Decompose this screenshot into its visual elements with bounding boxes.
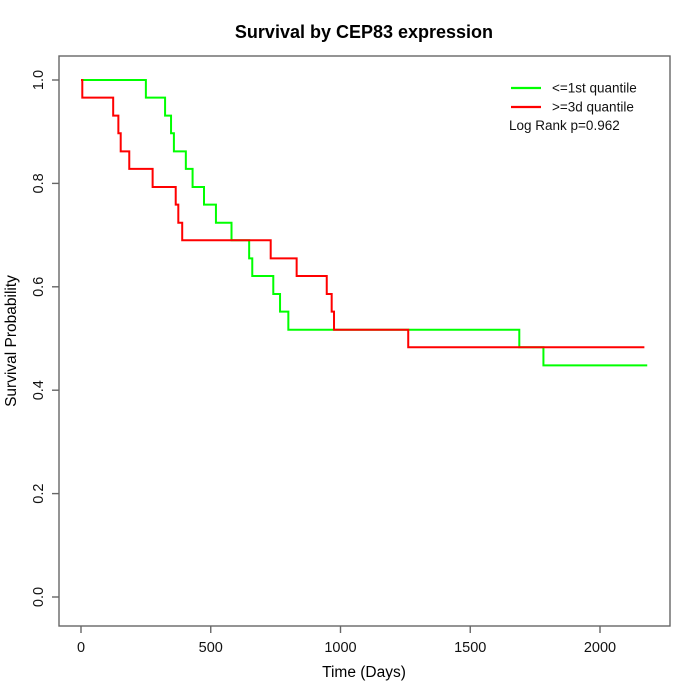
x-axis: 0 500 1000 1500 2000 xyxy=(77,626,616,656)
y-tick-label-4: 0.8 xyxy=(31,173,47,193)
legend-label-first-quantile: <=1st quantile xyxy=(552,81,637,96)
plot-box xyxy=(58,55,671,627)
y-tick-label-1: 0.2 xyxy=(31,484,47,504)
legend-label-third-quantile: >=3d quantile xyxy=(552,100,634,115)
x-tick-label-0: 0 xyxy=(77,640,85,656)
x-axis-label: Time (Days) xyxy=(322,664,406,681)
y-tick-label-5: 1.0 xyxy=(31,70,47,90)
x-tick-label-4: 2000 xyxy=(584,640,616,656)
chart-title: Survival by CEP83 expression xyxy=(235,22,493,42)
y-axis-label: Survival Probability xyxy=(3,275,20,407)
km-curve-1-high-expression xyxy=(81,79,645,349)
y-tick-label-0: 0.0 xyxy=(31,587,47,607)
y-tick-label-3: 0.6 xyxy=(31,277,47,297)
legend: <=1st quantile >=3d quantile Log Rank p=… xyxy=(509,81,637,134)
x-tick-label-3: 1500 xyxy=(454,640,486,656)
y-axis: 0.0 0.2 0.4 0.6 0.8 1.0 xyxy=(31,70,59,607)
x-tick-label-1: 500 xyxy=(199,640,223,656)
log-rank-annotation: Log Rank p=0.962 xyxy=(509,118,620,133)
km-curves xyxy=(81,79,648,367)
km-curve-0-low-expression xyxy=(81,79,648,367)
x-tick-label-2: 1000 xyxy=(324,640,356,656)
y-tick-label-2: 0.4 xyxy=(31,380,47,400)
